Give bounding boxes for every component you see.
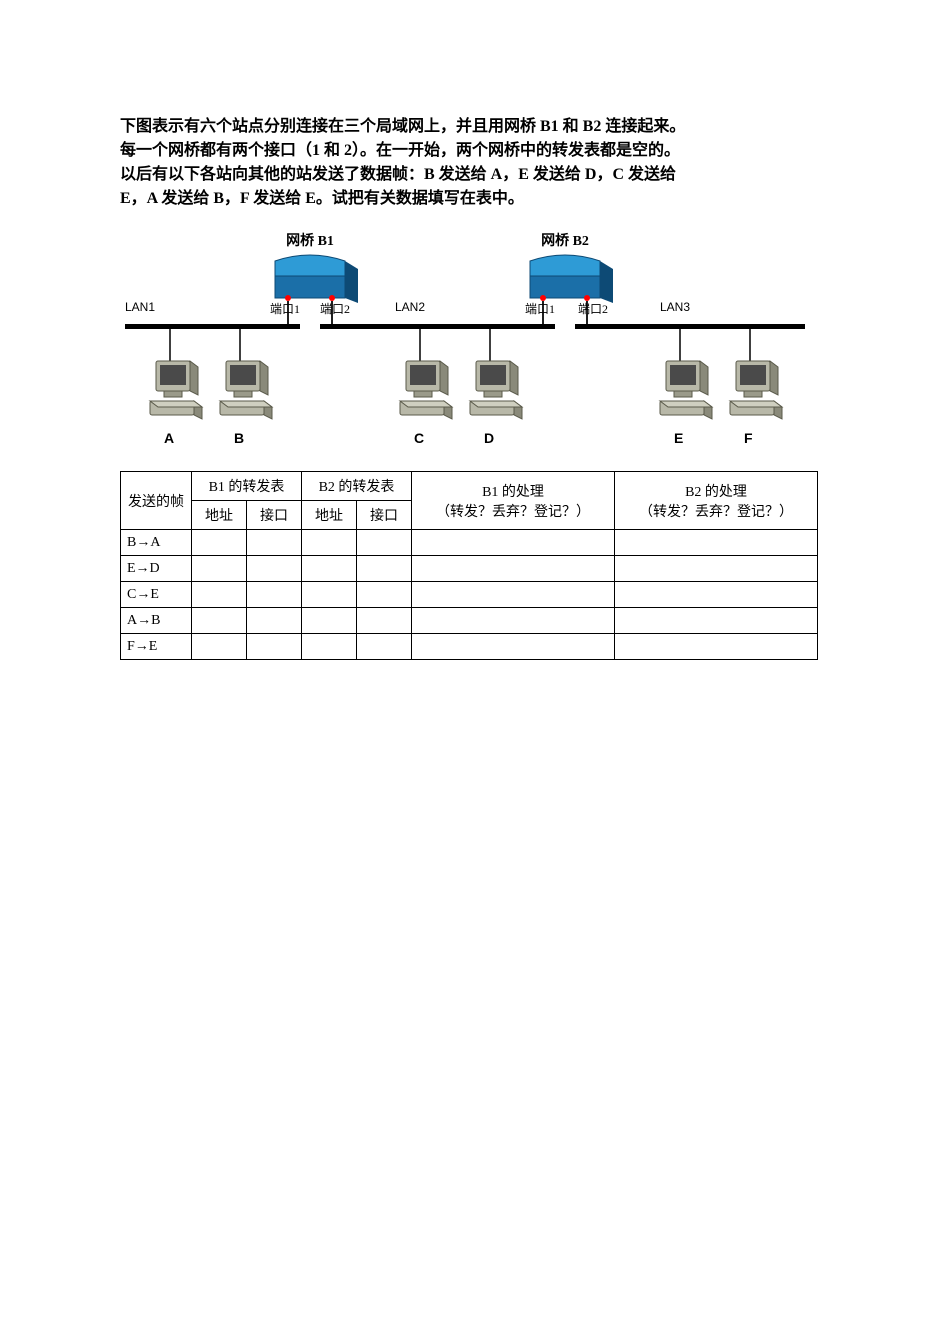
lan1-label: LAN1 <box>125 300 155 314</box>
b2-port2-label: 端口2 <box>578 302 608 316</box>
cell-frame: E→D <box>121 556 192 582</box>
cell-b2-port <box>357 582 412 608</box>
hdr-b1-proc-l2: （转发？丢弃？登记？） <box>436 505 590 520</box>
cell-b2-addr <box>302 582 357 608</box>
cell-b1-port <box>247 634 302 660</box>
cell-b2-port <box>357 634 412 660</box>
cell-b1-addr <box>192 530 247 556</box>
problem-line-3: 以后有以下各站向其他的站发送了数据帧：B 发送给 A，E 发送给 D，C 发送给 <box>120 166 676 183</box>
cell-b1-proc <box>412 582 615 608</box>
lan2-label: LAN2 <box>395 300 425 314</box>
station-a-icon <box>150 361 202 419</box>
station-b-label: B <box>234 430 244 446</box>
network-diagram: 网桥 B1 端口1 端口2 网桥 B2 端口1 端口2 <box>120 231 825 461</box>
problem-line-1: 下图表示有六个站点分别连接在三个局域网上，并且用网桥 B1 和 B2 连接起来。 <box>120 118 685 135</box>
cell-frame: C→E <box>121 582 192 608</box>
lan1-bar <box>125 324 300 329</box>
problem-line-2: 每一个网桥都有两个接口（1 和 2）。在一开始，两个网桥中的转发表都是空的。 <box>120 142 680 159</box>
cell-frame: A→B <box>121 608 192 634</box>
cell-b1-proc <box>412 608 615 634</box>
station-a-label: A <box>164 430 174 446</box>
station-f-label: F <box>744 430 753 446</box>
table-row: E→D <box>121 556 818 582</box>
lan2-bar <box>320 324 555 329</box>
cell-b2-proc <box>615 634 818 660</box>
station-c-label: C <box>414 430 424 446</box>
cell-b1-addr <box>192 582 247 608</box>
cell-b1-addr <box>192 556 247 582</box>
hdr-frame: 发送的帧 <box>121 472 192 530</box>
hdr-b1-proc: B1 的处理 （转发？丢弃？登记？） <box>412 472 615 530</box>
cell-b1-proc <box>412 556 615 582</box>
problem-line-4: E，A 发送给 B，F 发送给 E。试把有关数据填写在表中。 <box>120 190 524 207</box>
lan3-label: LAN3 <box>660 300 690 314</box>
cell-b2-port <box>357 530 412 556</box>
station-c-icon <box>400 361 452 419</box>
cell-b2-addr <box>302 608 357 634</box>
cell-b2-proc <box>615 530 818 556</box>
cell-b2-proc <box>615 556 818 582</box>
hdr-b2-proc-l2: （转发？丢弃？登记？） <box>639 505 793 520</box>
table-row: C→E <box>121 582 818 608</box>
cell-b1-proc <box>412 634 615 660</box>
problem-statement: 下图表示有六个站点分别连接在三个局域网上，并且用网桥 B1 和 B2 连接起来。… <box>120 115 825 211</box>
cell-b2-addr <box>302 634 357 660</box>
station-e-label: E <box>674 430 683 446</box>
hdr-b2-addr: 地址 <box>302 501 357 530</box>
cell-b1-proc <box>412 530 615 556</box>
station-f-icon <box>730 361 782 419</box>
cell-b2-addr <box>302 530 357 556</box>
cell-b1-port <box>247 530 302 556</box>
b1-port1-label: 端口1 <box>270 302 300 316</box>
cell-b2-proc <box>615 608 818 634</box>
cell-b1-port <box>247 608 302 634</box>
table-row: F→E <box>121 634 818 660</box>
hdr-b1-port: 接口 <box>247 501 302 530</box>
cell-b2-port <box>357 556 412 582</box>
bridge-b2-icon <box>530 255 613 303</box>
bridge-b2-label: 网桥 B2 <box>541 232 589 249</box>
station-d-icon <box>470 361 522 419</box>
forwarding-table: 发送的帧 B1 的转发表 B2 的转发表 B1 的处理 （转发？丢弃？登记？） … <box>120 471 818 660</box>
station-d-label: D <box>484 430 494 446</box>
cell-b1-addr <box>192 634 247 660</box>
table-row: B→A <box>121 530 818 556</box>
station-e-icon <box>660 361 712 419</box>
bridge-b1-icon <box>275 255 358 303</box>
hdr-b1-proc-l1: B1 的处理 <box>482 485 544 500</box>
hdr-b1-addr: 地址 <box>192 501 247 530</box>
cell-b2-addr <box>302 556 357 582</box>
table-row: A→B <box>121 608 818 634</box>
cell-b1-port <box>247 556 302 582</box>
cell-b2-port <box>357 608 412 634</box>
b2-port1-label: 端口1 <box>525 302 555 316</box>
cell-frame: F→E <box>121 634 192 660</box>
bridge-b1-label: 网桥 B1 <box>286 232 334 249</box>
b1-port2-label: 端口2 <box>320 302 350 316</box>
cell-frame: B→A <box>121 530 192 556</box>
hdr-b2-proc: B2 的处理 （转发？丢弃？登记？） <box>615 472 818 530</box>
cell-b1-port <box>247 582 302 608</box>
station-b-icon <box>220 361 272 419</box>
hdr-b2-proc-l1: B2 的处理 <box>685 485 747 500</box>
cell-b2-proc <box>615 582 818 608</box>
cell-b1-addr <box>192 608 247 634</box>
lan3-bar <box>575 324 805 329</box>
hdr-b2-port: 接口 <box>357 501 412 530</box>
hdr-b2-table: B2 的转发表 <box>302 472 412 501</box>
hdr-b1-table: B1 的转发表 <box>192 472 302 501</box>
